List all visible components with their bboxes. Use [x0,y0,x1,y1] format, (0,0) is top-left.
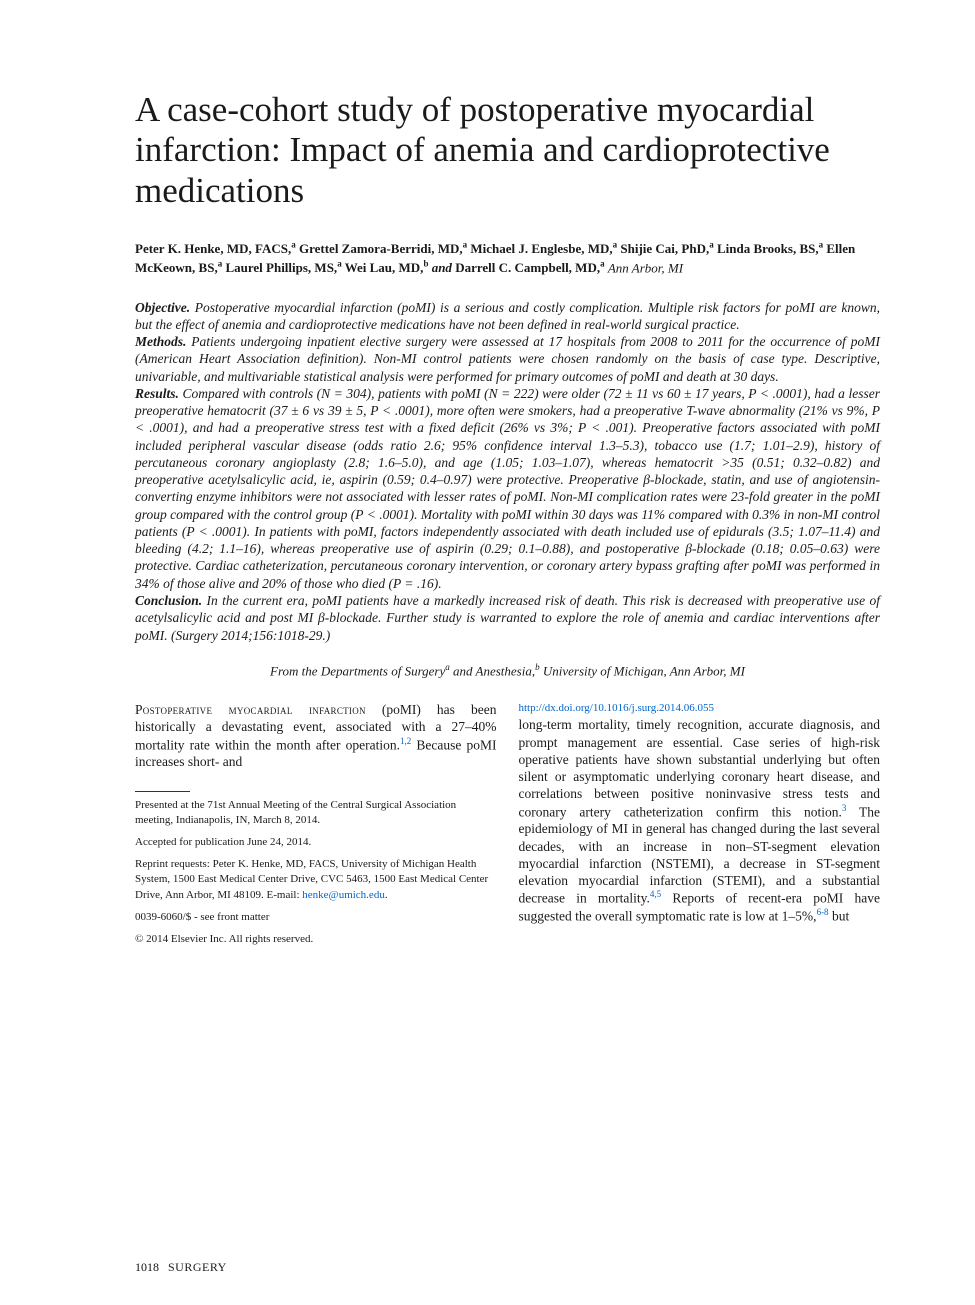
body-text: but [829,909,850,924]
abstract-objective-text: Postoperative myocardial infarction (poM… [135,300,880,332]
doi-link[interactable]: http://dx.doi.org/10.1016/j.surg.2014.06… [519,702,714,714]
lead-smallcaps: Postoperative myocardial infarction [135,702,366,717]
ref-link-4-5[interactable]: 4,5 [650,889,661,899]
footnote-accepted: Accepted for publication June 24, 2014. [135,835,497,850]
journal-name: SURGERY [168,1260,227,1274]
footnote-rule [135,791,190,792]
footnote-reprint: Reprint requests: Peter K. Henke, MD, FA… [135,857,497,903]
ref-link-6-8[interactable]: 6-8 [817,907,829,917]
abstract-results-text: Compared with controls (N = 304), patien… [135,386,880,591]
footnote-copyright: © 2014 Elsevier Inc. All rights reserved… [135,932,497,947]
period: . [385,889,388,901]
body-columns: Postoperative myocardial infarction (poM… [135,701,880,947]
email-link[interactable]: henke@umich.edu [302,889,385,901]
abstract-methods-text: Patients undergoing inpatient elective s… [135,334,880,384]
footnote-presented: Presented at the 71st Annual Meeting of … [135,798,497,828]
abstract-block: Objective. Postoperative myocardial infa… [135,299,880,644]
body-paragraph: Postoperative myocardial infarction (poM… [135,701,497,771]
affiliation-line: From the Departments of Surgerya and Ane… [135,662,880,679]
article-title: A case-cohort study of postoperative myo… [135,90,880,211]
body-paragraph-right: long-term mortality, timely recognition,… [519,716,881,925]
body-text: long-term mortality, timely recognition,… [519,717,881,819]
abstract-methods-label: Methods. [135,334,186,349]
footnote-issn: 0039-6060/$ - see front matter [135,910,497,925]
page-number: 1018 [135,1260,159,1274]
ref-link-1-2[interactable]: 1,2 [400,736,411,746]
abstract-results-label: Results. [135,386,179,401]
abstract-conclusion-label: Conclusion. [135,593,202,608]
page-footer: 1018 SURGERY [135,1260,227,1275]
abstract-objective-label: Objective. [135,300,190,315]
abstract-conclusion-text: In the current era, poMI patients have a… [135,593,880,643]
author-list: Peter K. Henke, MD, FACS,a Grettel Zamor… [135,239,880,277]
